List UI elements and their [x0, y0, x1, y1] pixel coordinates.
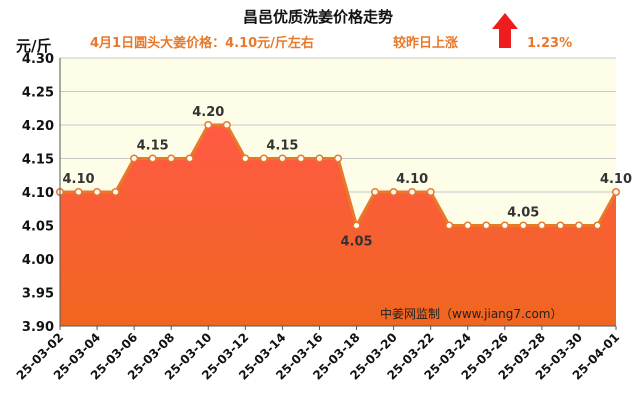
- data-point: [611, 187, 621, 197]
- up-arrow-icon: [492, 13, 518, 48]
- y-tick-label: 3.90: [22, 320, 54, 335]
- data-label: 4.15: [137, 139, 169, 154]
- x-axis-ticks: 25-03-0225-03-0425-03-0625-03-0825-03-10…: [14, 326, 622, 383]
- data-point: [278, 154, 287, 163]
- data-point: [259, 154, 268, 163]
- data-point: [241, 154, 250, 163]
- data-label: 4.05: [340, 235, 372, 250]
- data-point: [389, 187, 398, 197]
- y-tick-label: 3.95: [22, 287, 54, 302]
- data-point: [222, 120, 231, 130]
- chart-title: 昌邑优质洗姜价格走势: [243, 8, 393, 26]
- data-point: [408, 187, 417, 197]
- data-point: [93, 187, 102, 197]
- change-value: 1.23%: [527, 36, 572, 51]
- y-tick-label: 4.10: [22, 186, 54, 201]
- y-axis-ticks: 4.30 4.25 4.20 4.15 4.10 4.05 4.00 3.95 3.90: [22, 52, 54, 335]
- data-point: [185, 154, 194, 163]
- data-point: [204, 120, 213, 130]
- data-point: [574, 221, 583, 230]
- data-point: [111, 187, 120, 197]
- y-tick-label: 4.20: [22, 119, 54, 134]
- data-point: [426, 187, 435, 197]
- y-tick-label: 4.15: [22, 153, 54, 168]
- y-axis-unit: 元/斤: [16, 37, 51, 55]
- price-note: 4月1日圆头大姜价格：4.10元/斤左右: [90, 35, 314, 51]
- data-point: [482, 221, 491, 230]
- data-point: [148, 154, 157, 163]
- data-label: 4.10: [396, 172, 428, 187]
- data-point: [296, 154, 305, 163]
- data-point: [371, 187, 380, 197]
- data-point: [74, 187, 83, 197]
- price-area: [60, 125, 616, 326]
- data-point: [593, 221, 602, 230]
- data-point: [537, 221, 546, 230]
- data-point: [463, 221, 472, 230]
- y-tick-label: 4.30: [22, 52, 54, 67]
- data-point: [519, 221, 528, 230]
- data-label: 4.05: [507, 206, 539, 221]
- data-label: 4.15: [266, 139, 298, 154]
- data-label: 4.20: [192, 105, 224, 120]
- watermark: 中姜网监制（www.jiang7.com）: [380, 306, 562, 321]
- data-point: [315, 154, 324, 163]
- y-tick-label: 4.25: [22, 86, 54, 101]
- data-point: [130, 154, 139, 163]
- data-points: [55, 120, 621, 230]
- data-label: 4.10: [600, 172, 632, 187]
- data-point: [445, 221, 454, 230]
- data-point: [500, 221, 509, 230]
- data-point: [167, 154, 176, 163]
- data-labels: 4.10 4.15 4.20 4.15 4.05 4.10 4.05 4.10: [62, 105, 632, 250]
- data-label: 4.10: [62, 172, 94, 187]
- data-point: [556, 221, 565, 230]
- data-point: [333, 154, 343, 163]
- data-point: [352, 221, 361, 230]
- y-tick-label: 4.05: [22, 220, 54, 235]
- change-label: 较昨日上涨: [393, 35, 458, 51]
- y-tick-label: 4.00: [22, 253, 54, 268]
